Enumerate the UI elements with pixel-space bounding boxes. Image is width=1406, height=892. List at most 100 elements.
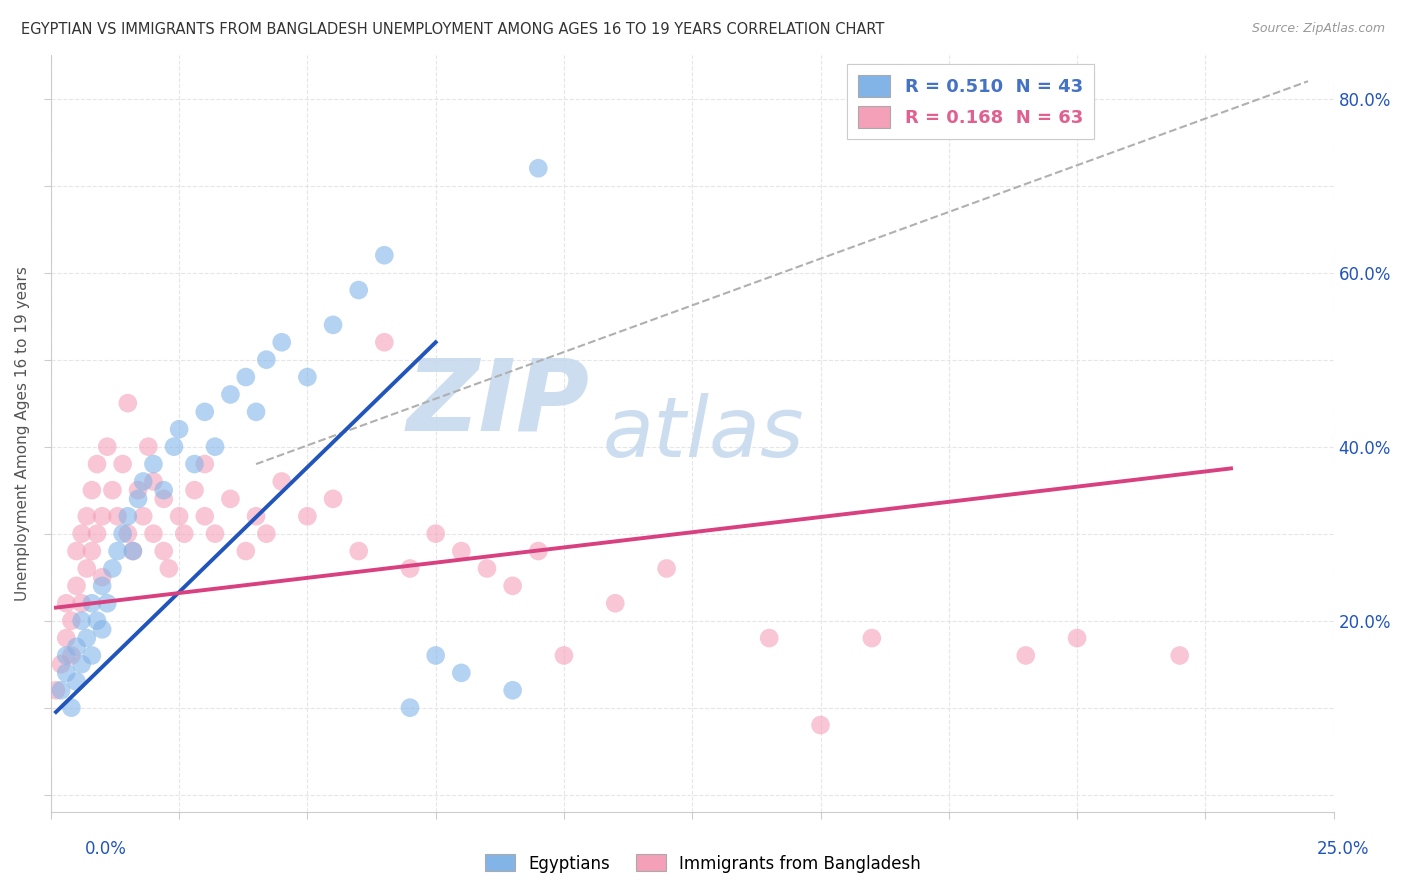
Point: [450, 544, 472, 558]
Point: [65, 640, 87, 654]
Point: [502, 683, 524, 698]
Point: [163, 440, 186, 454]
Text: atlas: atlas: [602, 393, 804, 475]
Point: [111, 526, 134, 541]
Point: [152, 544, 174, 558]
Point: [76, 631, 98, 645]
Point: [136, 440, 159, 454]
Point: [297, 509, 319, 524]
Point: [127, 491, 149, 506]
Point: [204, 526, 226, 541]
Point: [91, 623, 114, 637]
Point: [101, 483, 124, 498]
Point: [183, 483, 205, 498]
Point: [219, 491, 242, 506]
Point: [425, 526, 447, 541]
Point: [107, 544, 129, 558]
Point: [117, 526, 139, 541]
Point: [553, 648, 575, 663]
Point: [70, 614, 93, 628]
Point: [96, 440, 118, 454]
Point: [167, 509, 190, 524]
Point: [157, 561, 180, 575]
Text: EGYPTIAN VS IMMIGRANTS FROM BANGLADESH UNEMPLOYMENT AMONG AGES 16 TO 19 YEARS CO: EGYPTIAN VS IMMIGRANTS FROM BANGLADESH U…: [21, 22, 884, 37]
Legend: Egyptians, Immigrants from Bangladesh: Egyptians, Immigrants from Bangladesh: [479, 847, 927, 880]
Point: [65, 579, 87, 593]
Point: [49, 683, 72, 698]
Legend: R = 0.510  N = 43, R = 0.168  N = 63: R = 0.510 N = 43, R = 0.168 N = 63: [846, 64, 1094, 139]
Point: [245, 405, 267, 419]
Point: [655, 561, 678, 575]
Point: [254, 352, 277, 367]
Point: [270, 475, 292, 489]
Point: [142, 526, 165, 541]
Point: [60, 614, 83, 628]
Point: [96, 596, 118, 610]
Point: [91, 579, 114, 593]
Point: [55, 648, 77, 663]
Point: [450, 665, 472, 680]
Point: [347, 283, 370, 297]
Point: [132, 475, 155, 489]
Point: [860, 631, 883, 645]
Point: [86, 614, 108, 628]
Text: Source: ZipAtlas.com: Source: ZipAtlas.com: [1251, 22, 1385, 36]
Point: [86, 526, 108, 541]
Point: [86, 457, 108, 471]
Point: [1066, 631, 1088, 645]
Point: [297, 370, 319, 384]
Point: [194, 405, 217, 419]
Point: [60, 700, 83, 714]
Point: [373, 248, 395, 262]
Point: [70, 596, 93, 610]
Point: [101, 561, 124, 575]
Y-axis label: Unemployment Among Ages 16 to 19 years: Unemployment Among Ages 16 to 19 years: [15, 266, 30, 601]
Point: [173, 526, 195, 541]
Point: [65, 674, 87, 689]
Point: [122, 544, 145, 558]
Point: [80, 648, 103, 663]
Point: [235, 544, 257, 558]
Point: [167, 422, 190, 436]
Point: [758, 631, 780, 645]
Point: [80, 483, 103, 498]
Point: [60, 648, 83, 663]
Point: [111, 457, 134, 471]
Point: [91, 570, 114, 584]
Point: [117, 396, 139, 410]
Text: 0.0%: 0.0%: [84, 840, 127, 858]
Point: [142, 457, 165, 471]
Point: [399, 700, 422, 714]
Point: [70, 657, 93, 672]
Point: [245, 509, 267, 524]
Point: [70, 526, 93, 541]
Point: [91, 509, 114, 524]
Point: [107, 509, 129, 524]
Point: [65, 544, 87, 558]
Point: [810, 718, 832, 732]
Point: [425, 648, 447, 663]
Point: [527, 544, 550, 558]
Text: 25.0%: 25.0%: [1316, 840, 1369, 858]
Point: [194, 509, 217, 524]
Point: [183, 457, 205, 471]
Point: [55, 596, 77, 610]
Point: [45, 683, 67, 698]
Point: [322, 318, 344, 332]
Point: [1015, 648, 1038, 663]
Point: [605, 596, 627, 610]
Point: [1168, 648, 1191, 663]
Point: [55, 631, 77, 645]
Point: [219, 387, 242, 401]
Point: [132, 509, 155, 524]
Point: [76, 561, 98, 575]
Point: [80, 596, 103, 610]
Point: [399, 561, 422, 575]
Point: [527, 161, 550, 176]
Point: [142, 475, 165, 489]
Text: ZIP: ZIP: [406, 355, 589, 452]
Point: [117, 509, 139, 524]
Point: [122, 544, 145, 558]
Point: [254, 526, 277, 541]
Point: [152, 491, 174, 506]
